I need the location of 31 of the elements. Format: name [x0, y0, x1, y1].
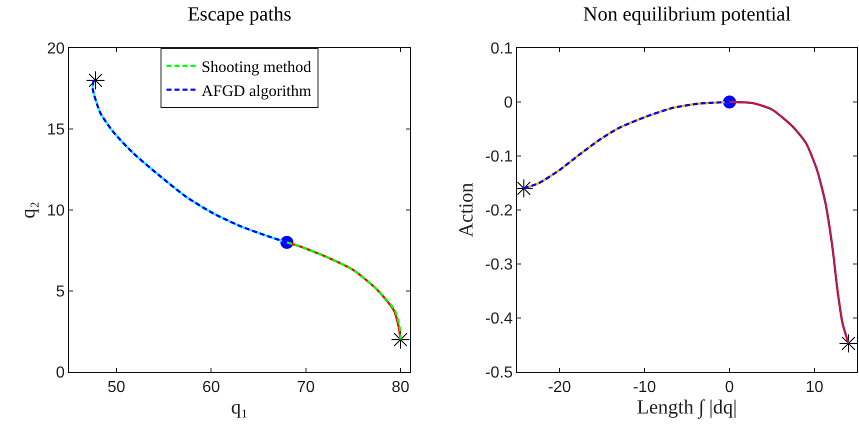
x-tick-label: -10 [632, 379, 656, 396]
x-tick-label: 0 [725, 379, 734, 396]
y-tick-label: 15 [47, 122, 65, 139]
x-tick-label: 70 [296, 379, 315, 396]
x-tick-label: 10 [806, 379, 824, 396]
y-tick-label: -0.3 [485, 256, 513, 274]
y-tick-label: -0.2 [485, 202, 513, 220]
y-tick-label: 0.1 [490, 40, 513, 58]
point [86, 70, 106, 90]
y-axis-title: q₂ [18, 202, 40, 218]
y-tick-label: 20 [47, 40, 65, 58]
legend-label: Shooting method [202, 59, 312, 76]
point [391, 330, 410, 350]
x-tick-label: 50 [107, 379, 126, 396]
y-tick-label: 10 [47, 202, 65, 220]
x-axis-title: Length ∫ |dq| [636, 396, 738, 420]
legend-label: AFGD algorithm [202, 82, 312, 100]
y-tick-label: -0.1 [485, 148, 513, 166]
x-tick-label: 60 [202, 379, 220, 396]
y-tick-label: -0.4 [485, 310, 513, 328]
chart-title: Non equilibrium potential [583, 4, 792, 26]
chart-title: Escape paths [188, 4, 292, 26]
y-tick-label: 0 [56, 364, 65, 382]
x-axis-title: q₁ [231, 396, 248, 419]
x-tick-label: 80 [392, 379, 410, 396]
point [839, 334, 857, 353]
y-axis-title: Action [456, 182, 478, 238]
y-tick-label: -0.5 [485, 364, 513, 382]
y-tick-label: 5 [56, 284, 65, 301]
y-tick-label: 0 [504, 94, 513, 112]
x-tick-label: -20 [548, 379, 572, 396]
